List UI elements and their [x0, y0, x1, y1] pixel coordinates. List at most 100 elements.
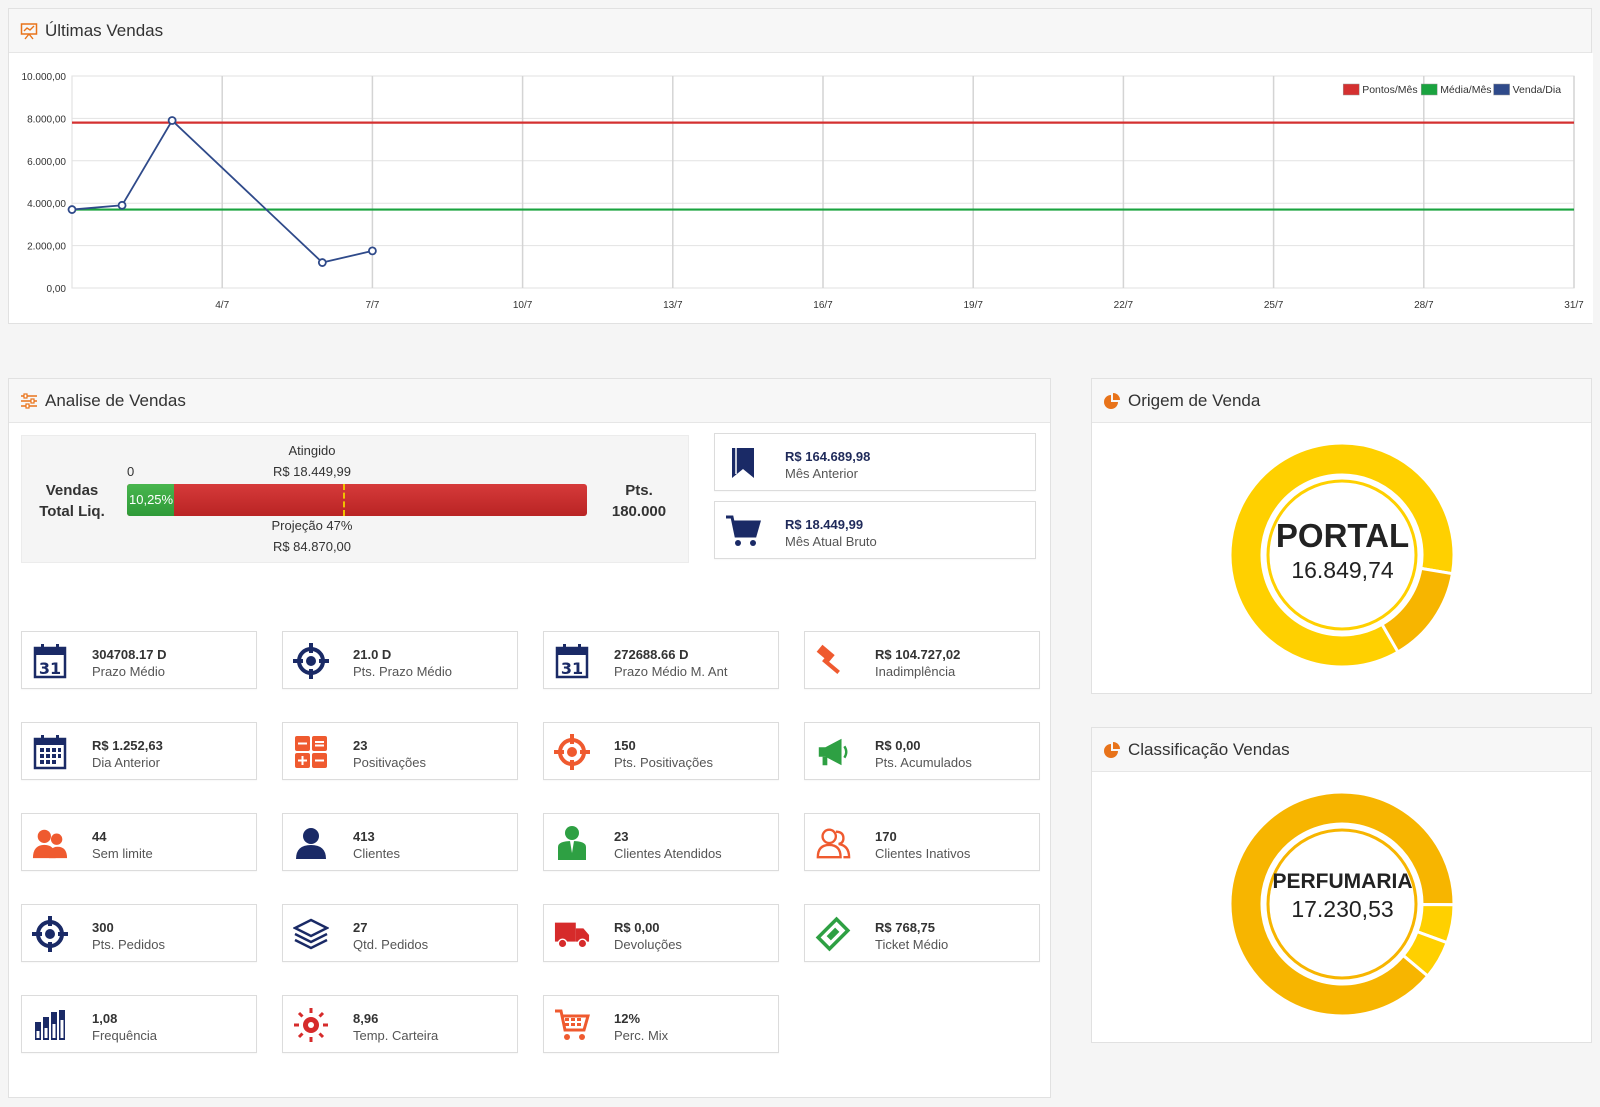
data-point[interactable]: [367, 246, 377, 256]
classif-panel-header: Classificação Vendas: [1092, 728, 1591, 772]
stat-card: 23 Positivações: [282, 722, 518, 780]
stat-card: 8,96 Temp. Carteira: [282, 995, 518, 1053]
chart-svg: 0,00 2.000,00 4.000,00 6.000,00 8.000,00 10.0…: [22, 72, 1585, 311]
stat-value: 44: [92, 829, 107, 844]
y-tick-label: 0,00: [47, 284, 67, 295]
classif-panel: Classificação Vendas PERFUMARIA 17.230,5…: [1091, 727, 1592, 1043]
data-point[interactable]: [167, 116, 177, 125]
x-tick-label: 13/7: [663, 300, 683, 311]
goal-progress-box: Vendas Total Liq. 0 Atingido R$ 18.449,9…: [21, 435, 689, 563]
legend-swatch: [1493, 83, 1510, 96]
donut-slice-2[interactable]: [1401, 929, 1450, 979]
stat-label: Positivações: [353, 755, 426, 770]
legend-swatch: [1342, 83, 1360, 96]
stat-value: R$ 768,75: [875, 920, 935, 935]
pts-label: Pts.: [625, 482, 653, 499]
classif-donut-chart: PERFUMARIA 17.230,53: [1092, 772, 1593, 1042]
stat-card: 44 Sem limite: [21, 813, 257, 871]
stat-card: 31 272688.66 D Prazo Médio M. Ant: [543, 631, 779, 689]
stat-card: 170 Clientes Inativos: [804, 813, 1040, 871]
projecao-value: R$ 84.870,00: [272, 539, 352, 554]
stat-card: R$ 768,75 Ticket Médio: [804, 904, 1040, 962]
crosshair-icon: [32, 916, 68, 952]
stat-label: Dia Anterior: [92, 755, 160, 770]
stat-value: 23: [614, 829, 629, 844]
sliders-icon: [19, 391, 39, 411]
origem-donut-chart: PORTAL 16.849,74: [1092, 423, 1593, 693]
stat-card: 300 Pts. Pedidos: [21, 904, 257, 962]
y-tick-label: 4.000,00: [27, 199, 66, 210]
pie-chart-icon: [1102, 391, 1122, 411]
calendar-grid-icon: [32, 734, 68, 770]
stat-label: Pts. Prazo Médio: [353, 664, 452, 679]
stat-card: R$ 0,00 Devoluções: [543, 904, 779, 962]
presentation-chart-icon: [19, 21, 39, 41]
stat-label: Temp. Carteira: [353, 1028, 439, 1043]
stat-label: Sem limite: [92, 846, 153, 861]
pie-chart-icon: [1102, 740, 1122, 760]
donut-hole: [1264, 477, 1420, 633]
donut-slice-0[interactable]: [1228, 790, 1456, 1018]
stat-value: 23: [353, 738, 368, 753]
donut-slice-1[interactable]: [1379, 566, 1455, 655]
x-tick-label: 7/7: [365, 300, 379, 311]
summary-card-mes-atual: R$ 18.449,99 Mês Atual Bruto: [714, 501, 1036, 559]
progress-zero: 0: [127, 464, 135, 479]
stat-label: Devoluções: [614, 937, 682, 952]
x-tick-label: 16/7: [813, 300, 833, 311]
svg-text:31: 31: [39, 659, 61, 678]
stat-value: 170: [875, 829, 897, 844]
stat-label: Perc. Mix: [614, 1028, 669, 1043]
analise-panel-header: Analise de Vendas: [9, 379, 1050, 423]
stat-card: 12% Perc. Mix: [543, 995, 779, 1053]
stat-value: R$ 104.727,02: [875, 647, 961, 662]
calendar-31-icon: 31: [554, 643, 590, 679]
pts-value: 180.000: [611, 503, 667, 520]
classif-center-title: PERFUMARIA: [1272, 870, 1413, 893]
cart-icon: [554, 1007, 590, 1043]
gavel-icon: [815, 643, 851, 679]
origem-center-value: 16.849,74: [1291, 557, 1394, 583]
y-tick-label: 6.000,00: [27, 157, 66, 168]
summary-label: Mês Anterior: [785, 466, 858, 481]
y-tick-label: 8.000,00: [27, 114, 66, 125]
stat-value: 300: [92, 920, 114, 935]
summary-label: Mês Atual Bruto: [785, 534, 877, 549]
legend-label: Pontos/Mês: [1362, 84, 1417, 96]
stat-value: 12%: [614, 1011, 641, 1026]
summary-value: R$ 164.689,98: [785, 449, 871, 464]
stat-label: Pts. Acumulados: [875, 755, 972, 770]
ticket-icon: [815, 916, 851, 952]
summary-card-mes-anterior: R$ 164.689,98 Mês Anterior: [714, 433, 1036, 491]
summary-value: R$ 18.449,99: [785, 517, 864, 532]
bar-chart-icon: [32, 1007, 68, 1043]
pts-meta-label: Pts. 180.000: [604, 480, 674, 522]
stat-label: Prazo Médio M. Ant: [614, 664, 728, 679]
y-tick-label: 2.000,00: [27, 242, 66, 253]
origem-panel-header: Origem de Venda: [1092, 379, 1591, 423]
data-point[interactable]: [67, 205, 77, 214]
stat-card: 150 Pts. Positivações: [543, 722, 779, 780]
stat-value: 27: [353, 920, 368, 935]
origem-panel: Origem de Venda PORTAL 16.849,74: [1091, 378, 1592, 694]
crosshair-icon: [554, 734, 590, 770]
stat-value: 413: [353, 829, 375, 844]
goal-progress-bar: 10,25%: [127, 484, 587, 516]
origem-panel-title: Origem de Venda: [1128, 390, 1261, 410]
sales-line-chart: 0,00 2.000,00 4.000,00 6.000,00 8.000,00 10.0…: [9, 53, 1593, 323]
stat-label: Clientes: [353, 846, 400, 861]
x-tick-label: 28/7: [1414, 300, 1434, 311]
analise-panel: Analise de Vendas Vendas Total Liq. 0 At…: [8, 378, 1051, 1098]
stat-label: Pts. Pedidos: [92, 937, 165, 952]
data-point[interactable]: [117, 200, 127, 210]
x-tick-label: 19/7: [963, 300, 983, 311]
stat-card: 413 Clientes: [282, 813, 518, 871]
stat-value: 21.0 D: [353, 647, 392, 662]
donut-slice-0[interactable]: [1228, 441, 1456, 669]
sales-panel: Últimas Vendas 0,00 2.000,00 4.000,00 6.000…: [8, 8, 1593, 324]
origem-center-title: PORTAL: [1275, 517, 1410, 554]
sales-panel-title: Últimas Vendas: [45, 20, 164, 40]
stat-value: 1,08: [92, 1011, 118, 1026]
stat-value: R$ 1.252,63: [92, 738, 163, 753]
data-point[interactable]: [317, 258, 327, 267]
